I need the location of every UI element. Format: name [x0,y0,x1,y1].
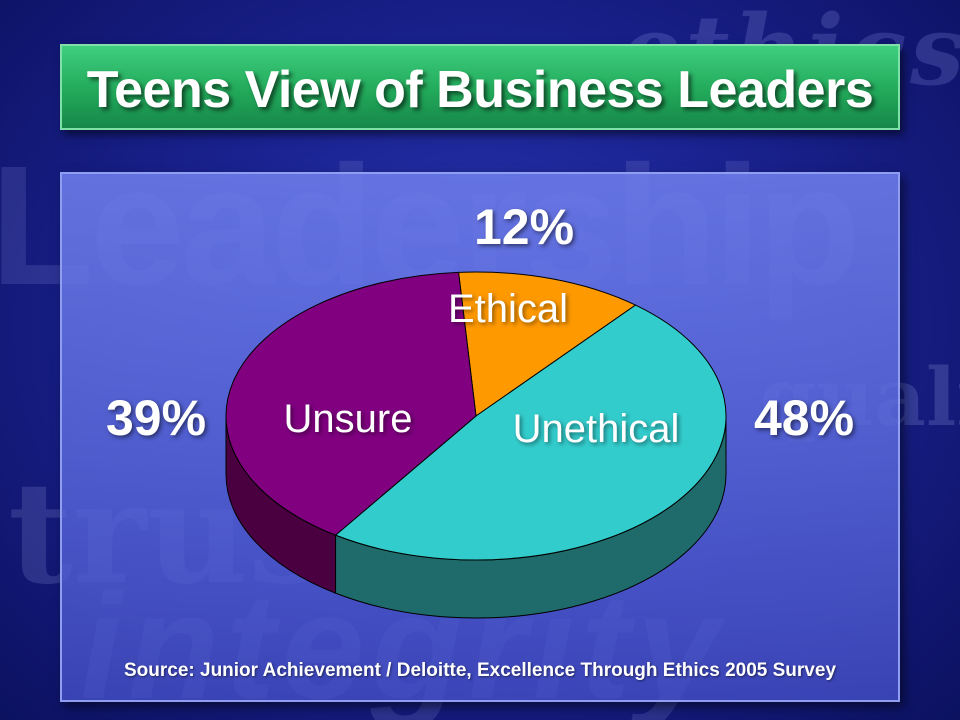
pie-tops [225,271,727,561]
pie-labels: Ethical 12% Unethical 48% Unsure 39% [106,199,854,451]
slice-label-ethical: Ethical [448,287,568,331]
pie-slice-unsure [225,271,477,536]
pie-slice-ethical [457,271,637,417]
percent-label-ethical: 12% [474,199,574,255]
source-citation: Source: Junior Achievement / Deloitte, E… [123,660,837,681]
percent-label-unsure: 39% [106,390,206,446]
title-bar: Teens View of Business Leaders [60,44,900,130]
percent-label-unethical: 48% [754,390,854,446]
slice-label-unsure: Unsure [284,397,413,441]
slice-label-unethical: Unethical [513,407,680,451]
slide-title: Teens View of Business Leaders [86,61,874,119]
pie-slice-unethical [334,304,727,561]
